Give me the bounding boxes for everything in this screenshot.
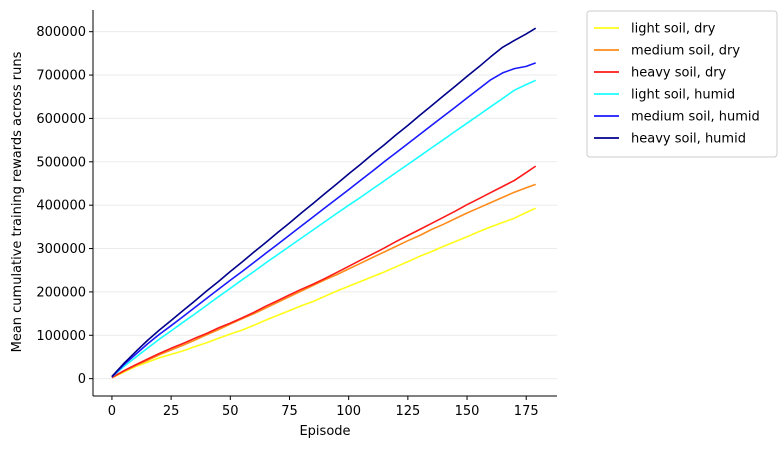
y-tick-label: 500000 xyxy=(36,155,86,170)
x-tick-label: 175 xyxy=(514,404,539,419)
legend: light soil, dry medium soil, dry heavy soi… xyxy=(586,10,778,158)
series-lines xyxy=(111,27,537,379)
x-tick-label: 125 xyxy=(395,404,420,419)
x-tick-label: 0 xyxy=(108,404,116,419)
x-axis-ticks: 0 25 50 75 100 125 150 175 xyxy=(108,396,539,419)
grid-lines xyxy=(93,31,557,380)
legend-label: light soil, humid xyxy=(631,88,735,103)
series-line-4 xyxy=(111,79,537,378)
series-line-2 xyxy=(111,183,536,379)
series-line-6 xyxy=(111,27,537,378)
legend-frame xyxy=(586,10,778,158)
x-tick-label: 50 xyxy=(222,404,239,419)
legend-label: medium soil, humid xyxy=(631,110,760,125)
y-tick-label: 300000 xyxy=(36,242,86,257)
x-axis-label: Episode xyxy=(299,424,350,439)
legend-label: medium soil, dry xyxy=(631,44,740,59)
series-line-5 xyxy=(111,62,536,378)
x-tick-label: 150 xyxy=(455,404,480,419)
y-tick-label: 0 xyxy=(78,372,86,387)
x-tick-label: 100 xyxy=(336,404,361,419)
y-tick-label: 400000 xyxy=(36,199,86,214)
legend-label: heavy soil, dry xyxy=(631,66,727,81)
x-tick-label: 25 xyxy=(163,404,180,419)
y-tick-label: 700000 xyxy=(36,69,86,84)
legend-label: heavy soil, humid xyxy=(631,132,746,147)
series-line-3 xyxy=(111,165,537,379)
y-tick-label: 200000 xyxy=(36,285,86,300)
y-axis-ticks: 0 100000 200000 300000 400000 500000 600000 700… xyxy=(36,25,93,387)
y-axis-label: Mean cumulative training rewards across … xyxy=(10,51,25,352)
y-tick-label: 100000 xyxy=(36,329,86,344)
series-line-1 xyxy=(111,207,537,379)
x-tick-label: 75 xyxy=(281,404,298,419)
legend-label: light soil, dry xyxy=(631,22,716,37)
y-tick-label: 800000 xyxy=(36,25,86,40)
y-tick-label: 600000 xyxy=(36,112,86,127)
